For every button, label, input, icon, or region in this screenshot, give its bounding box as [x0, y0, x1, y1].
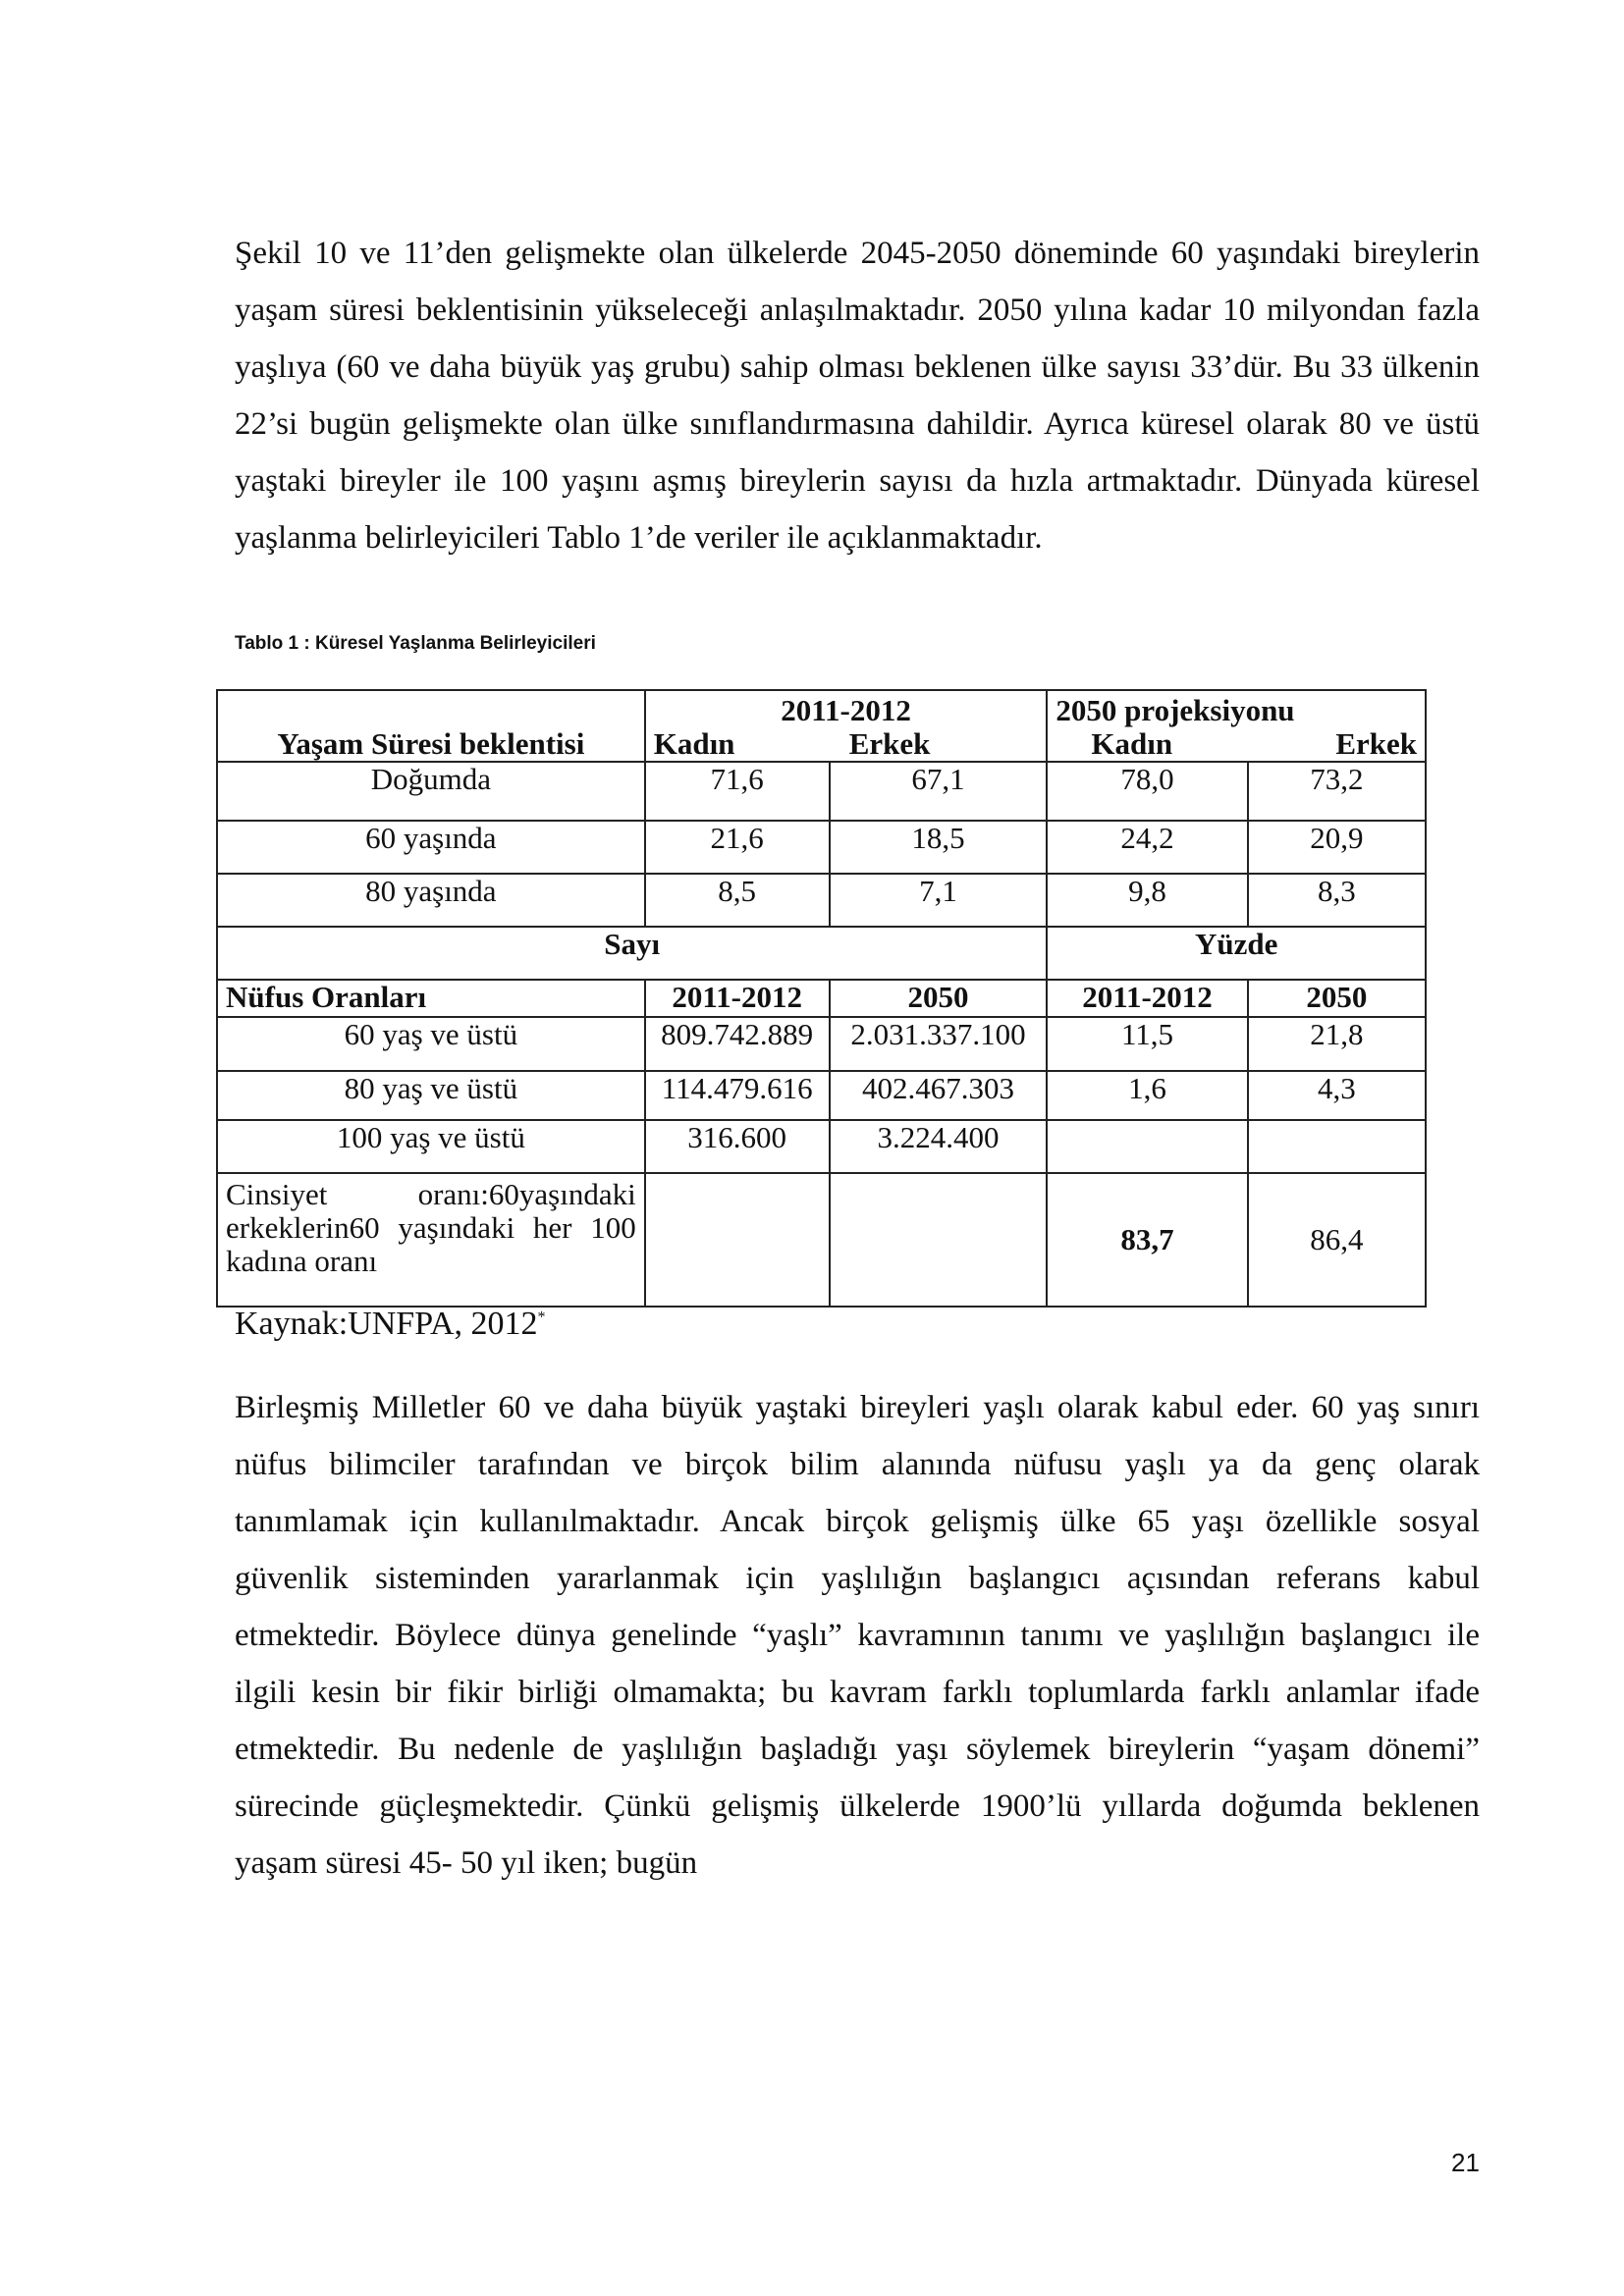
female-label: Kadın: [653, 726, 735, 761]
footnote-mark: *: [537, 1308, 546, 1326]
table-row: 60 yaş ve üstü 809.742.889 2.031.337.100 11…: [216, 1016, 1428, 1072]
cell: 809.742.889: [643, 1016, 831, 1072]
table-row: 100 yaş ve üstü 316.600 3.224.400: [216, 1119, 1428, 1174]
row-label: Doğumda: [216, 761, 646, 822]
text-line: güvenlik sisteminden yararlanmak için ya…: [235, 1561, 1480, 1596]
text-line: yaşam süresi 45- 50 yıl iken; bugün: [235, 1845, 698, 1881]
text-line: etmektedir. Bu nedenle de yaşlılığın baş…: [235, 1732, 1480, 1767]
count-header: Sayı: [215, 926, 1049, 981]
cell: 8,3: [1246, 873, 1428, 928]
text-line: Birleşmiş Milletler 60 ve daha büyük yaş…: [235, 1390, 1480, 1425]
cell: 18,5: [828, 820, 1049, 875]
text-line: nüfus bilimciler tarafından ve birçok bi…: [235, 1447, 1480, 1482]
cell: 7,1: [828, 873, 1049, 928]
text-line: yaşlıya (60 ve daha büyük yaş grubu) sah…: [235, 349, 1480, 385]
cell: 21,6: [643, 820, 831, 875]
section-header-row: Sayı Yüzde: [215, 926, 1427, 981]
text-line: ilgili kesin bir fikir birliği olmamakta…: [235, 1675, 1480, 1710]
cell: 11,5: [1046, 1016, 1249, 1072]
text-line: sürecinde güçleşmektedir. Çünkü gelişmiş…: [235, 1789, 1480, 1824]
cell: 83,7: [1046, 1172, 1249, 1308]
cell: [1246, 1119, 1428, 1174]
pop-col: 2050: [828, 979, 1049, 1018]
label-line: erkeklerin60 yaşındaki her 100: [226, 1210, 636, 1245]
pop-col: 2011-2012: [1046, 979, 1249, 1018]
cell: [1046, 1119, 1249, 1174]
label-line: kadına oranı: [226, 1244, 378, 1278]
label-line: Cinsiyet oranı:60yaşındaki: [226, 1177, 636, 1211]
text-line: yaşam süresi beklentisinin yükseleceği a…: [235, 293, 1480, 328]
cell: 78,0: [1046, 761, 1249, 822]
paragraph-2: Birleşmiş Milletler 60 ve daha büyük yaş…: [235, 1379, 1480, 1892]
cell: 73,2: [1246, 761, 1428, 822]
cell: 24,2: [1046, 820, 1249, 875]
table-caption: Tablo 1 : Küresel Yaşlanma Belirleyicile…: [235, 633, 596, 654]
cell: 9,8: [1046, 873, 1249, 928]
period1-header: 2011-2012 Kadın Erkek: [643, 689, 1049, 763]
cell: 2.031.337.100: [828, 1016, 1049, 1072]
cell: 3.224.400: [828, 1119, 1049, 1174]
row-label: 60 yaşında: [216, 820, 646, 875]
pop-header-row: Nüfus Oranları 2011-2012 2050 2011-2012 …: [216, 979, 1428, 1018]
text-line: yaşlanma belirleyicileri Tablo 1’de veri…: [235, 520, 1043, 556]
text-line: 22’si bugün gelişmekte olan ülke sınıfla…: [235, 406, 1480, 442]
cell: 21,8: [1246, 1016, 1428, 1072]
source-text: Kaynak:UNFPA, 2012: [235, 1306, 538, 1342]
table-row: Doğumda 71,6 67,1 78,0 73,2: [216, 761, 1428, 822]
cell: 114.479.616: [643, 1070, 831, 1121]
row-label: 80 yaş ve üstü: [216, 1070, 646, 1121]
pop-header: Nüfus Oranları: [216, 979, 646, 1018]
pop-col: 2050: [1246, 979, 1428, 1018]
row-label: 80 yaşında: [216, 873, 646, 928]
cell: 402.467.303: [828, 1070, 1049, 1121]
sex-ratio-label: Cinsiyet oranı:60yaşındaki erkeklerin60 …: [216, 1172, 646, 1308]
text-line: Şekil 10 ve 11’den gelişmekte olan ülkel…: [235, 236, 1480, 271]
text-line: etmektedir. Böylece dünya genelinde “yaş…: [235, 1618, 1480, 1653]
table-row: 60 yaşında 21,6 18,5 24,2 20,9: [216, 820, 1428, 875]
cell: 316.600: [643, 1119, 831, 1174]
cell: 20,9: [1246, 820, 1428, 875]
table-row: 80 yaşında 8,5 7,1 9,8 8,3: [216, 873, 1428, 928]
table-header-row: Yaşam Süresi beklentisi 2011-2012 Kadın E…: [216, 689, 1427, 763]
paragraph-1: Şekil 10 ve 11’den gelişmekte olan ülkel…: [235, 225, 1480, 566]
cell: 86,4: [1246, 1172, 1428, 1308]
life-header: Yaşam Süresi beklentisi: [216, 689, 646, 763]
row-label: 60 yaş ve üstü: [216, 1016, 646, 1072]
text-line: tanımlamak için kullanılmaktadır. Ancak …: [235, 1504, 1480, 1539]
cell: [643, 1172, 831, 1308]
male-label: Erkek: [848, 726, 931, 761]
pop-col: 2011-2012: [643, 979, 831, 1018]
cell: [828, 1172, 1049, 1308]
aging-table: Yaşam Süresi beklentisi 2011-2012 Kadın E…: [215, 689, 1428, 1308]
row-label: 100 yaş ve üstü: [216, 1119, 646, 1174]
table-row: 80 yaş ve üstü 114.479.616 402.467.303 1,6 4…: [216, 1070, 1428, 1121]
female-label: Kadın: [1091, 726, 1173, 761]
cell: 1,6: [1046, 1070, 1249, 1121]
cell: 4,3: [1246, 1070, 1428, 1121]
period1-label: 2011-2012: [781, 693, 911, 727]
male-label: Erkek: [1335, 726, 1417, 761]
text-line: yaştaki bireyler ile 100 yaşını aşmış bi…: [235, 463, 1480, 499]
cell: 8,5: [643, 873, 831, 928]
period2-header: 2050 projeksiyonu Kadın Erkek: [1046, 689, 1427, 763]
source-note: Kaynak:UNFPA, 2012*: [235, 1306, 546, 1343]
sex-ratio-row: Cinsiyet oranı:60yaşındaki erkeklerin60 …: [216, 1172, 1428, 1308]
page-number: 21: [1451, 2148, 1480, 2177]
period2-label: 2050 projeksiyonu: [1056, 693, 1295, 727]
percent-header: Yüzde: [1046, 926, 1427, 981]
cell: 67,1: [828, 761, 1049, 822]
cell: 71,6: [643, 761, 831, 822]
